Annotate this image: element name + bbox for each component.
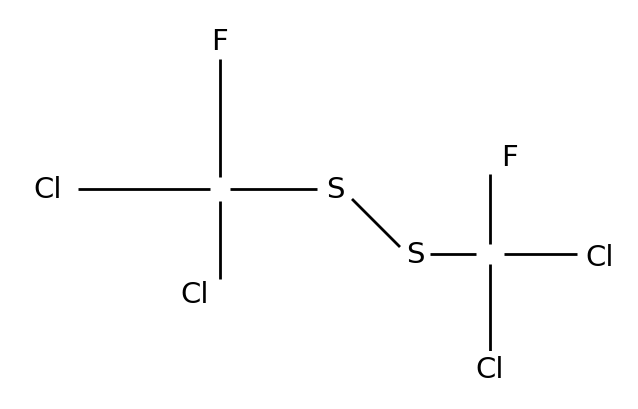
Text: Cl: Cl [34,175,63,204]
Text: Cl: Cl [476,355,504,383]
Text: F: F [501,144,518,172]
Text: S: S [326,175,345,204]
Text: Cl: Cl [586,243,614,271]
Text: S: S [406,240,424,268]
Text: Cl: Cl [181,280,209,308]
Text: F: F [212,28,228,56]
